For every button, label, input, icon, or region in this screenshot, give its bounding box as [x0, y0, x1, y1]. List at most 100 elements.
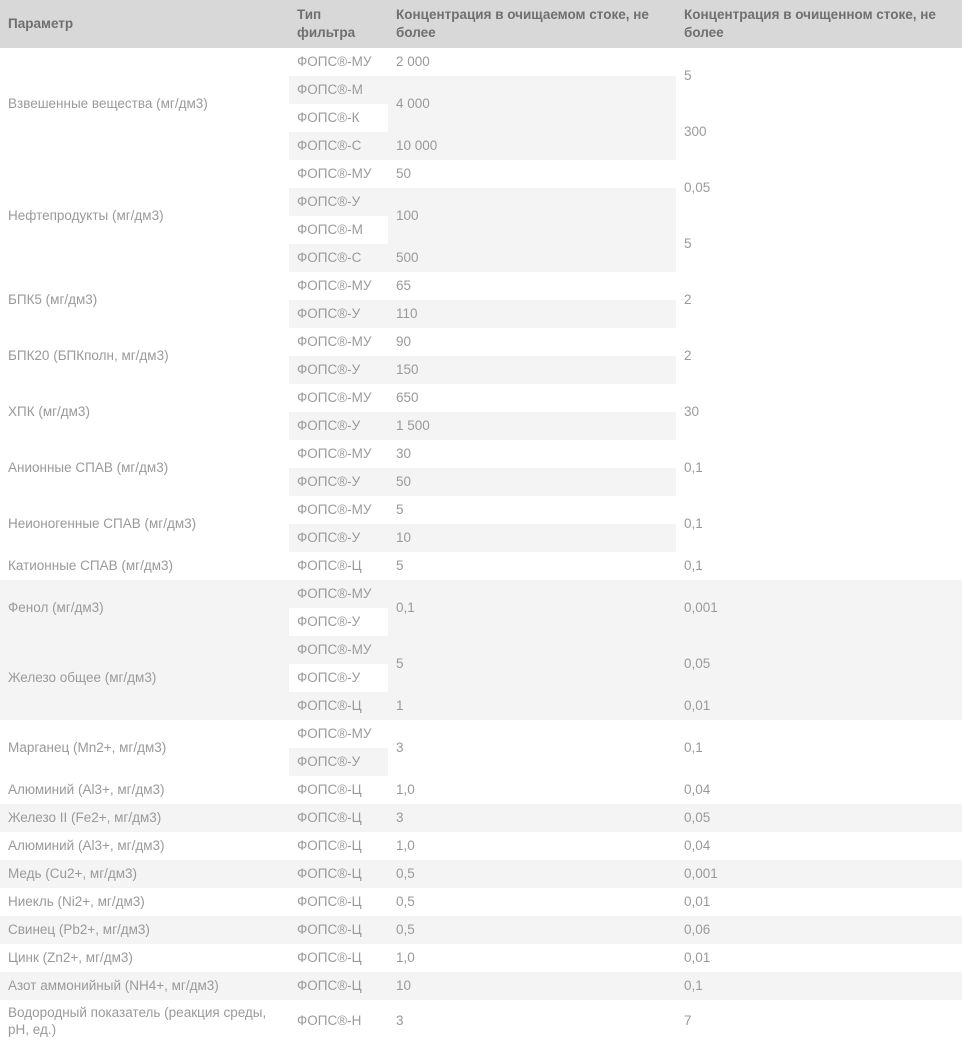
param-cell: Алюминий (Al3+, мг/дм3): [0, 775, 289, 804]
outlet-concentration-cell: 0,1: [676, 495, 962, 552]
param-cell: Марганец (Mn2+, мг/дм3): [0, 719, 289, 776]
inlet-concentration-cell: 0,5: [388, 887, 676, 916]
table-header: Параметр Тип фильтра Концентрация в очищ…: [0, 0, 962, 48]
outlet-concentration-cell: 0,04: [676, 775, 962, 804]
param-cell: Медь (Cu2+, мг/дм3): [0, 859, 289, 888]
table-row: Марганец (Mn2+, мг/дм3) ФОПС®-МУ 3 0,1: [0, 719, 962, 776]
table-row: Водородный показатель (реакция среды, рН…: [0, 999, 962, 1043]
filter-type-cell: ФОПС®-Ц: [289, 803, 388, 832]
filter-type-cell: ФОПС®-МУ: [289, 579, 388, 608]
filter-type-cell: ФОПС®-Ц: [289, 691, 388, 720]
inlet-concentration-cell: 500: [388, 243, 676, 272]
filter-type-cell: ФОПС®-Ц: [289, 915, 388, 944]
outlet-concentration-cell: 0,001: [676, 579, 962, 636]
param-cell: Нефтепродукты (мг/дм3): [0, 159, 289, 272]
table-row: БПК20 (БПКполн, мг/дм3) ФОПС®-МУ 90 2: [0, 327, 962, 384]
inlet-concentration-cell: 10: [388, 971, 676, 1000]
param-cell: Неионогенные СПАВ (мг/дм3): [0, 495, 289, 552]
table-row: ФОПС®-У 1 500: [0, 411, 962, 440]
inlet-concentration-cell: 4 000: [388, 75, 676, 132]
param-cell: Фенол (мг/дм3): [0, 579, 289, 636]
inlet-concentration-cell: 0,5: [388, 915, 676, 944]
inlet-concentration-cell: 50: [388, 467, 676, 496]
outlet-concentration-cell: 5: [676, 215, 962, 272]
table-row: ФОПС®-У 10: [0, 523, 962, 552]
table-row: ФОПС®-У 110: [0, 299, 962, 328]
outlet-concentration-cell: 2: [676, 271, 962, 328]
filter-type-cell: ФОПС®-МУ: [289, 271, 388, 300]
param-cell: Свинец (Pb2+, мг/дм3): [0, 915, 289, 944]
table-row: ФОПС®-С 10 000: [0, 131, 962, 160]
outlet-concentration-cell: 0,04: [676, 831, 962, 860]
filter-type-cell: ФОПС®-С: [289, 243, 388, 272]
inlet-concentration-cell: 10: [388, 523, 676, 552]
filter-type-cell: ФОПС®-У: [289, 299, 388, 328]
filter-type-cell: ФОПС®-У: [289, 663, 388, 692]
table-row: ФОПС®-У: [0, 747, 962, 776]
outlet-concentration-cell: 0,05: [676, 159, 962, 216]
inlet-concentration-cell: 3: [388, 719, 676, 776]
table-row: Свинец (Pb2+, мг/дм3) ФОПС®-Ц 0,5 0,06: [0, 915, 962, 944]
outlet-concentration-cell: 0,01: [676, 691, 962, 720]
inlet-concentration-cell: 50: [388, 159, 676, 188]
filter-type-cell: ФОПС®-У: [289, 747, 388, 776]
table-row: ФОПС®-С 500: [0, 243, 962, 272]
filter-type-cell: ФОПС®-Ц: [289, 971, 388, 1000]
filter-type-cell: ФОПС®-У: [289, 523, 388, 552]
table-row: ФОПС®-К 300: [0, 103, 962, 160]
inlet-concentration-cell: 1,0: [388, 775, 676, 804]
table-row: ФОПС®-У 100: [0, 187, 962, 244]
table-body: Взвешенные вещества (мг/дм3) ФОПС®-МУ 2 00…: [0, 47, 962, 1043]
filter-type-cell: ФОПС®-У: [289, 607, 388, 636]
table-row: Алюминий (Al3+, мг/дм3) ФОПС®-Ц 1,0 0,04: [0, 775, 962, 804]
outlet-concentration-cell: 0,1: [676, 719, 962, 776]
column-header-inlet-concentration: Концентрация в очищаемом стоке, не более: [388, 0, 676, 48]
inlet-concentration-cell: 110: [388, 299, 676, 328]
inlet-concentration-cell: 90: [388, 327, 676, 356]
filter-type-cell: ФОПС®-У: [289, 411, 388, 440]
filter-type-cell: ФОПС®-МУ: [289, 495, 388, 524]
param-cell: Ниекль (Ni2+, мг/дм3): [0, 887, 289, 916]
inlet-concentration-cell: 2 000: [388, 47, 676, 76]
inlet-concentration-cell: 5: [388, 495, 676, 524]
param-cell: Анионные СПАВ (мг/дм3): [0, 439, 289, 496]
filter-type-cell: ФОПС®-МУ: [289, 719, 388, 748]
param-cell: Алюминий (Al3+, мг/дм3): [0, 831, 289, 860]
inlet-concentration-cell: 0,1: [388, 579, 676, 636]
outlet-concentration-cell: 0,1: [676, 551, 962, 580]
table-row: ФОПС®-У 50: [0, 467, 962, 496]
filter-type-cell: ФОПС®-МУ: [289, 47, 388, 76]
param-cell: Катионные СПАВ (мг/дм3): [0, 551, 289, 580]
filter-type-cell: ФОПС®-М: [289, 75, 388, 104]
param-cell: Железо II (Fe2+, мг/дм3): [0, 803, 289, 832]
filter-type-cell: ФОПС®-Ц: [289, 775, 388, 804]
outlet-concentration-cell: 0,1: [676, 971, 962, 1000]
inlet-concentration-cell: 30: [388, 439, 676, 468]
filter-type-cell: ФОПС®-У: [289, 187, 388, 216]
inlet-concentration-cell: 150: [388, 355, 676, 384]
outlet-concentration-cell: 5: [676, 47, 962, 104]
table-row: ФОПС®-М 5: [0, 215, 962, 272]
filter-type-cell: ФОПС®-МУ: [289, 635, 388, 664]
table-row: Железо общее (мг/дм3) ФОПС®-МУ 5 0,05: [0, 635, 962, 720]
table-row: БПК5 (мг/дм3) ФОПС®-МУ 65 2: [0, 271, 962, 328]
filter-type-cell: ФОПС®-М: [289, 215, 388, 244]
table-row: Нефтепродукты (мг/дм3) ФОПС®-МУ 50 0,05: [0, 159, 962, 272]
table-row: Железо II (Fe2+, мг/дм3) ФОПС®-Ц 3 0,05: [0, 803, 962, 832]
inlet-concentration-cell: 1 500: [388, 411, 676, 440]
outlet-concentration-cell: 0,01: [676, 887, 962, 916]
inlet-concentration-cell: 100: [388, 187, 676, 244]
inlet-concentration-cell: 5: [388, 635, 676, 692]
inlet-concentration-cell: 1,0: [388, 831, 676, 860]
table-row: Медь (Cu2+, мг/дм3) ФОПС®-Ц 0,5 0,001: [0, 859, 962, 888]
outlet-concentration-cell: 0,1: [676, 439, 962, 496]
inlet-concentration-cell: 5: [388, 551, 676, 580]
inlet-concentration-cell: 3: [388, 999, 676, 1043]
param-cell: Железо общее (мг/дм3): [0, 635, 289, 720]
table-row: Анионные СПАВ (мг/дм3) ФОПС®-МУ 30 0,1: [0, 439, 962, 496]
outlet-concentration-cell: 0,001: [676, 859, 962, 888]
column-header-outlet-concentration: Концентрация в очищенном стоке, не более: [676, 0, 962, 48]
filter-type-cell: ФОПС®-МУ: [289, 159, 388, 188]
param-cell: Азот аммонийный (NH4+, мг/дм3): [0, 971, 289, 1000]
inlet-concentration-cell: 0,5: [388, 859, 676, 888]
